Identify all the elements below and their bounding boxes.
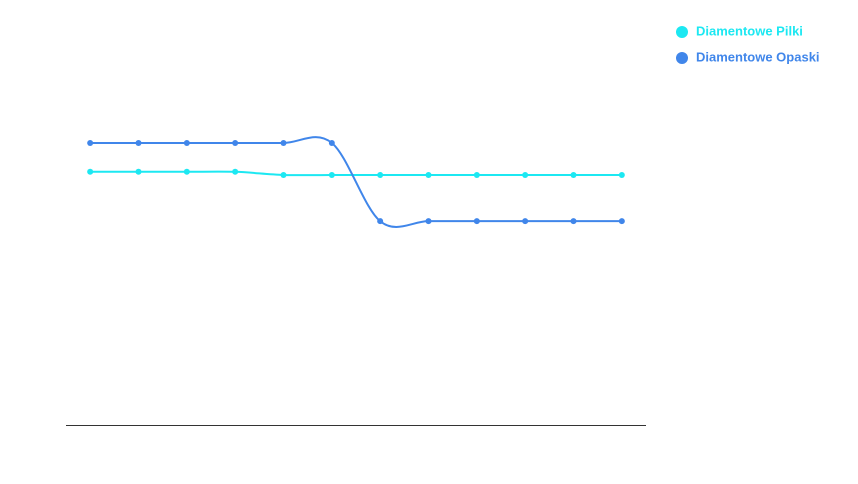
- legend-label: Diamentowe Opaski: [696, 49, 820, 64]
- point: [377, 218, 384, 225]
- point: [280, 139, 287, 146]
- point: [522, 218, 529, 225]
- point: [618, 171, 625, 178]
- point: [425, 218, 432, 225]
- line: [90, 170, 622, 177]
- point: [280, 171, 287, 178]
- point: [328, 171, 335, 178]
- point: [618, 218, 625, 225]
- legend-marker: [676, 52, 688, 64]
- point: [473, 218, 480, 225]
- point: [232, 168, 239, 175]
- point: [87, 168, 94, 175]
- point: [328, 139, 335, 146]
- point: [425, 171, 432, 178]
- point: [473, 171, 480, 178]
- point: [522, 171, 529, 178]
- line: [90, 136, 622, 228]
- legend-label: Diamentowe Pilki: [696, 23, 803, 38]
- point: [135, 139, 142, 146]
- point: [377, 171, 384, 178]
- point: [135, 168, 142, 175]
- point: [87, 139, 94, 146]
- point: [570, 218, 577, 225]
- point: [183, 139, 190, 146]
- point: [232, 139, 239, 146]
- legend-marker: [676, 26, 688, 38]
- point: [183, 168, 190, 175]
- point: [570, 171, 577, 178]
